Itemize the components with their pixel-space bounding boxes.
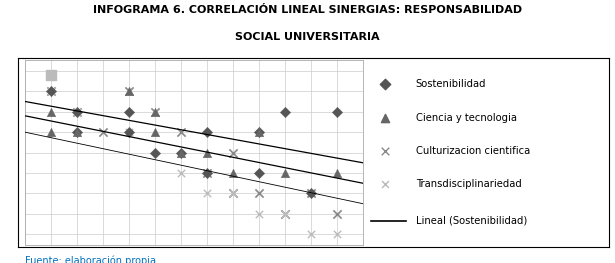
Point [228,171,237,175]
Point [176,150,186,155]
Text: SOCIAL UNIVERSITARIA: SOCIAL UNIVERSITARIA [235,32,380,42]
Point [332,171,342,175]
Point [72,109,82,114]
Point [176,130,186,134]
Point [46,89,55,93]
Point [280,212,290,216]
Point [332,232,342,236]
Point [306,191,315,196]
Point [46,73,55,77]
Point [332,212,342,216]
Point [202,171,212,175]
Point [72,109,82,114]
Point [332,109,342,114]
Text: Transdisciplinariedad: Transdisciplinariedad [416,179,522,189]
Point [254,191,264,196]
Point [381,82,391,87]
Point [228,150,237,155]
Point [124,130,133,134]
Point [46,89,55,93]
Point [176,150,186,155]
Point [280,109,290,114]
Point [98,130,108,134]
Point [202,191,212,196]
Point [202,150,212,155]
Point [150,150,160,155]
Point [228,191,237,196]
Point [124,89,133,93]
Point [280,212,290,216]
Point [124,109,133,114]
Point [202,171,212,175]
Point [46,89,55,93]
Point [280,171,290,175]
Point [124,89,133,93]
Point [381,182,391,186]
Point [202,130,212,134]
Text: Lineal (Sostenibilidad): Lineal (Sostenibilidad) [416,216,527,226]
Point [228,191,237,196]
Point [176,171,186,175]
Point [254,212,264,216]
Point [72,109,82,114]
Text: Sostenibilidad: Sostenibilidad [416,79,486,89]
Point [124,130,133,134]
Point [150,130,160,134]
Point [46,130,55,134]
Text: Culturizacion cientifica: Culturizacion cientifica [416,146,530,156]
Point [381,115,391,120]
Point [72,130,82,134]
Point [306,232,315,236]
Point [254,130,264,134]
Point [254,130,264,134]
Text: Ciencia y tecnologia: Ciencia y tecnologia [416,113,517,123]
Text: Fuente: elaboración propia.: Fuente: elaboración propia. [25,255,159,263]
Point [306,191,315,196]
Point [150,109,160,114]
Point [46,109,55,114]
Point [72,130,82,134]
Point [254,171,264,175]
Text: INFOGRAMA 6. CORRELACIÓN LINEAL SINERGIAS: RESPONSABILIDAD: INFOGRAMA 6. CORRELACIÓN LINEAL SINERGIA… [93,5,522,15]
Point [381,149,391,153]
Point [150,109,160,114]
